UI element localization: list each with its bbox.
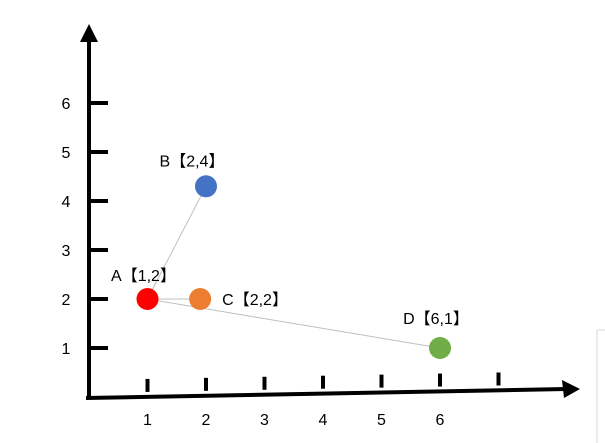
x-tick-label: 6 bbox=[436, 412, 445, 429]
y-tick-label: 6 bbox=[62, 96, 71, 113]
point-label-d: D【6,1】 bbox=[403, 311, 469, 328]
x-tick-label: 5 bbox=[377, 412, 386, 429]
point-b bbox=[195, 175, 217, 198]
y-tick-label: 4 bbox=[62, 194, 71, 211]
x-tick-label: 2 bbox=[202, 412, 211, 429]
point-label-c: C【2,2】 bbox=[222, 292, 288, 309]
x-tick-label: 3 bbox=[260, 412, 269, 429]
point-a bbox=[136, 288, 159, 310]
axes-layer bbox=[80, 24, 605, 443]
edge-a-d bbox=[147, 298, 441, 349]
point-label-b: B【2,4】 bbox=[160, 153, 225, 170]
point-d bbox=[429, 337, 451, 359]
labels-layer: 1 2 3 4 5 6 1 2 3 4 5 6 A【1,2】 B【2,4】 C【2,2】 D【6,1】 bbox=[62, 96, 469, 429]
y-tick-label: 2 bbox=[62, 292, 71, 309]
point-label-a: A【1,2】 bbox=[111, 268, 176, 285]
x-axis-line bbox=[85, 387, 567, 400]
x-axis-arrow bbox=[562, 380, 580, 398]
y-tick-label: 5 bbox=[62, 145, 71, 162]
points-layer bbox=[136, 175, 451, 359]
y-axis-arrow bbox=[80, 24, 98, 42]
ticks-layer bbox=[89, 101, 501, 392]
point-c bbox=[189, 288, 212, 310]
y-tick-label: 3 bbox=[62, 243, 71, 260]
x-tick-label: 4 bbox=[319, 412, 328, 429]
y-tick-label: 1 bbox=[62, 341, 71, 358]
edges-layer bbox=[147, 186, 441, 349]
x-tick-label: 1 bbox=[143, 412, 152, 429]
edge-a-b bbox=[147, 186, 207, 300]
